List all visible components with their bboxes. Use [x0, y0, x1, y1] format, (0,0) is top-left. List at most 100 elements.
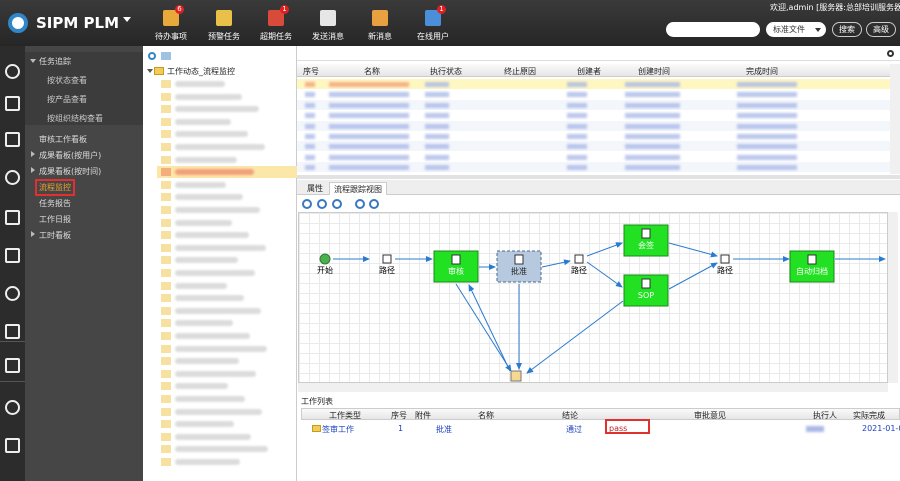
table-row[interactable]: [297, 89, 890, 100]
tree-node-blur[interactable]: [175, 244, 266, 251]
module-icon[interactable]: [5, 132, 20, 147]
header-button[interactable]: 搜索: [832, 22, 862, 37]
module-icon[interactable]: [5, 248, 20, 263]
logo-menu[interactable]: [123, 17, 131, 22]
table-row[interactable]: [297, 110, 890, 121]
module-icon[interactable]: [5, 324, 20, 339]
nav-subitem[interactable]: 按状态查看: [47, 76, 87, 85]
cell-blur: [737, 165, 797, 171]
search-icon[interactable]: [887, 50, 894, 57]
cell-blur: [625, 165, 680, 171]
search-input[interactable]: [666, 22, 760, 37]
tree-node-blur[interactable]: [175, 408, 262, 415]
tree-node-blur[interactable]: [175, 446, 268, 453]
zoom-button[interactable]: [302, 199, 312, 209]
tree-node-blur[interactable]: [175, 433, 251, 440]
module-icon[interactable]: [5, 400, 20, 415]
module-icon[interactable]: [5, 438, 20, 453]
tree-node-blur[interactable]: [175, 106, 259, 113]
nav-item[interactable]: 任务追踪: [39, 57, 71, 66]
toolbar-button[interactable]: 新消息: [354, 4, 406, 42]
tree-node-blur[interactable]: [175, 320, 233, 327]
tree-node-blur[interactable]: [175, 118, 231, 125]
cell-blur: [329, 154, 409, 160]
module-icon[interactable]: [5, 170, 20, 185]
tree-toolbar-icon[interactable]: [161, 52, 171, 60]
toolbar-button[interactable]: 6 待办事项: [145, 4, 197, 42]
cell-blur: [425, 154, 449, 160]
tree-node-blur[interactable]: [175, 131, 248, 138]
worklist-cell: 通过: [566, 425, 582, 434]
tree-node-blur[interactable]: [175, 345, 267, 352]
table-row[interactable]: [297, 131, 890, 141]
table-row[interactable]: [297, 162, 890, 173]
table-row[interactable]: [297, 120, 890, 131]
route-node: [574, 254, 584, 264]
nav-item[interactable]: 工作日报: [39, 215, 71, 224]
nav-item[interactable]: 工时看板: [39, 231, 71, 240]
nav-subitem[interactable]: 按组织结构查看: [47, 114, 103, 123]
nav-item[interactable]: 审核工作看板: [39, 135, 87, 144]
tab[interactable]: 属性: [307, 184, 323, 193]
tree-node-blur[interactable]: [175, 396, 245, 402]
toolbar-button[interactable]: 发送消息: [302, 4, 354, 42]
tree-node-blur[interactable]: [175, 421, 234, 428]
diagram-vscroll: [888, 212, 898, 383]
tree-node-blur[interactable]: [175, 219, 232, 226]
tab[interactable]: 流程跟踪视图: [329, 182, 387, 195]
tree-node-blur[interactable]: [175, 93, 242, 100]
toolbar-icon: [268, 10, 284, 26]
tree-node-blur[interactable]: [175, 295, 244, 302]
zoom-button[interactable]: [369, 199, 379, 209]
header-button[interactable]: 高级: [866, 22, 896, 37]
nav-item[interactable]: 流程监控: [35, 179, 75, 196]
table-row[interactable]: [297, 79, 890, 89]
tree-node-blur[interactable]: [175, 232, 249, 239]
table-row[interactable]: [297, 99, 890, 110]
tree-node-blur[interactable]: [175, 81, 225, 87]
worklist-cell[interactable]: 签审工作: [322, 425, 354, 434]
tree-node-blur[interactable]: [175, 307, 261, 314]
tree-node-icon: [161, 231, 171, 240]
module-icon[interactable]: [5, 96, 20, 111]
tree-node-blur[interactable]: [175, 358, 239, 365]
node-label: 路径: [717, 265, 733, 275]
cell-blur: [305, 102, 315, 108]
tree-node-icon: [161, 155, 171, 164]
tree-node-blur[interactable]: [175, 207, 260, 213]
zoom-button[interactable]: [355, 199, 365, 209]
module-icon[interactable]: [5, 358, 20, 373]
tree-node-blur[interactable]: [175, 169, 254, 176]
task-icon: [641, 278, 651, 289]
tree-node-blur[interactable]: [175, 459, 240, 465]
tree-node-blur[interactable]: [175, 144, 265, 150]
zoom-button[interactable]: [332, 199, 342, 209]
nav-item[interactable]: 任务报告: [39, 199, 71, 208]
tree-toolbar-icon[interactable]: [148, 52, 156, 60]
start-node: [319, 253, 331, 265]
tree-node-blur[interactable]: [175, 333, 250, 339]
tree-node-blur[interactable]: [175, 282, 227, 289]
search-scope[interactable]: 标准文件: [766, 22, 826, 37]
table-row[interactable]: [297, 141, 890, 152]
zoom-button[interactable]: [317, 199, 327, 209]
filter-bar: [297, 48, 900, 61]
nav-subitem[interactable]: 按产品查看: [47, 95, 87, 104]
module-icon[interactable]: [5, 286, 20, 301]
tree-node-blur[interactable]: [175, 270, 255, 276]
toolbar-button[interactable]: 1 超期任务: [250, 4, 302, 42]
cell-blur: [567, 113, 587, 119]
tree-node-blur[interactable]: [175, 257, 238, 264]
module-icon[interactable]: [5, 210, 20, 225]
module-icon[interactable]: [5, 64, 20, 79]
tree-node-blur[interactable]: [175, 383, 228, 390]
nav-item[interactable]: 成果看板(按用户): [39, 151, 102, 160]
tree-node-blur[interactable]: [175, 156, 237, 163]
table-row[interactable]: [297, 151, 890, 162]
tree-node-blur[interactable]: [175, 181, 226, 188]
nav-item[interactable]: 成果看板(按时间): [39, 167, 102, 176]
toolbar-button[interactable]: 预警任务: [198, 4, 250, 42]
tree-node-blur[interactable]: [175, 194, 243, 201]
tree-node-blur[interactable]: [175, 370, 256, 377]
toolbar-button[interactable]: 1 在线用户: [407, 4, 459, 42]
